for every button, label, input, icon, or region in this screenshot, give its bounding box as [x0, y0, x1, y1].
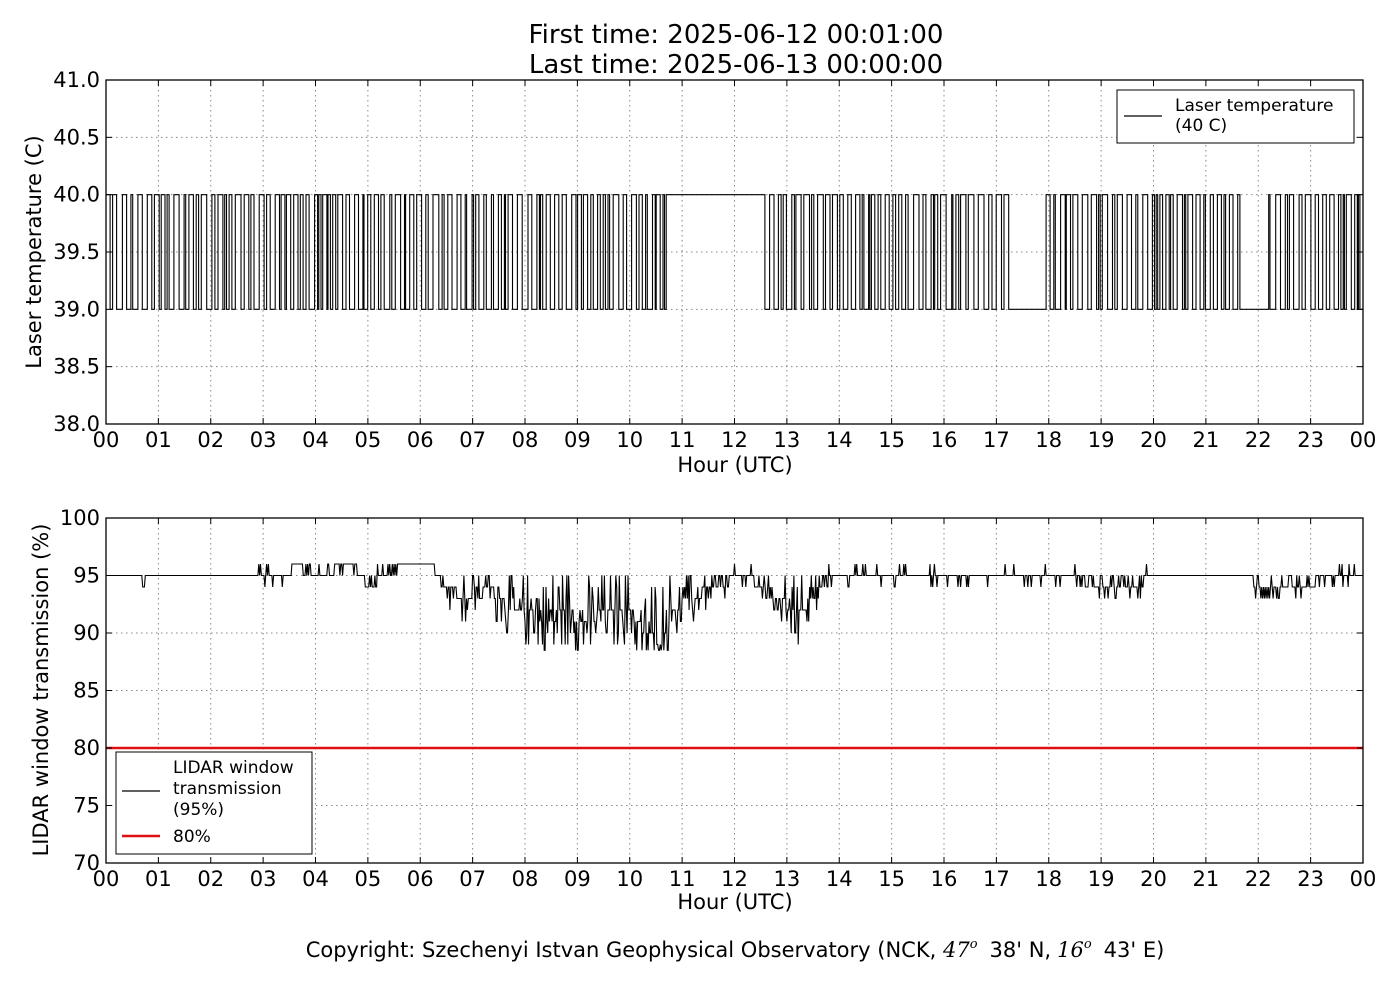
laser-temperature-x-tick-label: 17	[983, 428, 1010, 452]
laser-temperature-x-tick-label: 13	[774, 428, 801, 452]
laser-temperature-y-tick-label: 38.0	[53, 412, 100, 436]
laser-temperature-series-line	[106, 194, 1363, 310]
lidar-transmission-y-tick-label: 95	[73, 564, 100, 588]
laser-temperature-y-tick-label: 39.5	[53, 240, 100, 264]
lidar-transmission-x-tick-label: 06	[407, 867, 434, 891]
lidar-transmission-x-tick-label: 12	[721, 867, 748, 891]
lidar-transmission-x-tick-label: 18	[1035, 867, 1062, 891]
lidar-transmission-x-tick-label: 17	[983, 867, 1010, 891]
laser-temperature-x-tick-label: 19	[1088, 428, 1115, 452]
laser-temperature-x-tick-label: 23	[1297, 428, 1324, 452]
lidar-transmission-y-tick-label: 85	[73, 679, 100, 703]
laser-temperature-x-tick-label: 11	[669, 428, 696, 452]
lidar-transmission-x-tick-label: 01	[145, 867, 172, 891]
lidar-transmission-x-tick-label: 03	[250, 867, 277, 891]
lidar-transmission-x-tick-label: 19	[1088, 867, 1115, 891]
lidar-transmission-x-tick-label: 00	[1350, 867, 1377, 891]
lidar-transmission-x-ticks: 00 01 02 03 04 05 06 07 08 09 10 11 12 13 14 15 16 17 18 19…	[93, 518, 1377, 891]
laser-temperature-y-tick-label: 40.5	[53, 125, 100, 149]
lidar-transmission-x-tick-label: 15	[878, 867, 905, 891]
laser-temperature-x-tick-label: 00	[1350, 428, 1377, 452]
latitude-degree-symbol: o	[970, 937, 978, 952]
laser-temperature-legend: Laser temperature (40 C)	[1116, 89, 1355, 144]
first-time-title: First time: 2025-06-12 00:01:00	[529, 20, 944, 50]
last-time-title: Last time: 2025-06-13 00:00:00	[529, 50, 943, 80]
laser-temperature-chart: 38.038.539.039.540.040.541.0 00 01 02 03 04 0…	[22, 68, 1376, 477]
laser-temperature-x-tick-label: 10	[616, 428, 643, 452]
legend-label-line: transmission	[173, 779, 282, 799]
lidar-transmission-y-tick-label: 75	[73, 794, 100, 818]
laser-temperature-x-tick-label: 04	[302, 428, 329, 452]
laser-temperature-x-tick-label: 08	[512, 428, 539, 452]
lidar-transmission-x-tick-label: 04	[302, 867, 329, 891]
lidar-transmission-x-tick-label: 20	[1140, 867, 1167, 891]
laser-temperature-x-tick-label: 09	[564, 428, 591, 452]
lidar-transmission-x-tick-label: 08	[512, 867, 539, 891]
latitude-minutes: 38' N,	[990, 938, 1052, 962]
lidar-transmission-y-tick-label: 100	[60, 506, 100, 530]
laser-temperature-x-tick-label: 07	[459, 428, 486, 452]
lidar-transmission-x-tick-label: 09	[564, 867, 591, 891]
lidar-transmission-y-axis-label: LIDAR window transmission (%)	[29, 524, 53, 857]
laser-temperature-legend-label: Laser temperature (40 C)	[1175, 96, 1333, 136]
lidar-transmission-x-tick-label: 13	[774, 867, 801, 891]
lidar-transmission-x-tick-label: 10	[616, 867, 643, 891]
laser-temperature-y-tick-label: 38.5	[53, 355, 100, 379]
laser-temperature-x-tick-label: 20	[1140, 428, 1167, 452]
lidar-transmission-y-tick-label: 70	[73, 851, 100, 875]
laser-temperature-x-tick-label: 18	[1035, 428, 1062, 452]
longitude-degrees: 16	[1057, 938, 1084, 962]
laser-temperature-x-tick-label: 16	[931, 428, 958, 452]
lidar-transmission-legend-label: LIDAR window transmission (95%)	[173, 758, 294, 820]
lidar-transmission-x-tick-label: 14	[826, 867, 853, 891]
copyright-prefix: Copyright: Szechenyi Istvan Geophysical …	[306, 938, 943, 962]
laser-temperature-x-tick-label: 06	[407, 428, 434, 452]
lidar-transmission-x-tick-label: 11	[669, 867, 696, 891]
lidar-transmission-y-ticks: 70 75 80 85 90 95 100	[60, 506, 1363, 875]
laser-temperature-y-ticks: 38.0 38.5 39.0 39.5 40.0 40.5 41.0	[53, 68, 1363, 436]
legend-label-line: (95%)	[173, 800, 224, 820]
laser-temperature-x-tick-label: 05	[355, 428, 382, 452]
legend-label-line: LIDAR window	[173, 758, 294, 778]
legend-label-line: (40 C)	[1175, 116, 1227, 136]
laser-temperature-x-tick-label: 15	[878, 428, 905, 452]
legend-label-line: Laser temperature	[1175, 96, 1333, 116]
lidar-transmission-y-tick-label: 90	[73, 621, 100, 645]
laser-temperature-x-tick-label: 01	[145, 428, 172, 452]
lidar-transmission-legend: LIDAR window transmission (95%) 80%	[115, 751, 313, 855]
lidar-transmission-x-tick-label: 00	[93, 867, 120, 891]
laser-temperature-x-tick-label: 21	[1193, 428, 1220, 452]
laser-temperature-x-tick-label: 00	[93, 428, 120, 452]
copyright-text: Copyright: Szechenyi Istvan Geophysical …	[306, 937, 1165, 962]
lidar-transmission-x-tick-label: 21	[1193, 867, 1220, 891]
laser-temperature-x-tick-label: 02	[197, 428, 224, 452]
laser-temperature-x-tick-label: 03	[250, 428, 277, 452]
laser-temperature-y-tick-label: 40.0	[53, 183, 100, 207]
laser-temperature-x-ticks: 00 01 02 03 04 05 06 07 08 09 10 11 12 13 14 15 16 17 18 19…	[93, 80, 1377, 452]
lidar-transmission-x-tick-label: 05	[355, 867, 382, 891]
laser-temperature-x-tick-label: 12	[721, 428, 748, 452]
laser-temperature-y-tick-label: 41.0	[53, 68, 100, 92]
laser-temperature-x-tick-label: 14	[826, 428, 853, 452]
longitude-degree-symbol: o	[1084, 937, 1092, 952]
lidar-transmission-x-tick-label: 02	[197, 867, 224, 891]
laser-temperature-x-tick-label: 22	[1245, 428, 1272, 452]
threshold-80-legend-label: 80%	[173, 827, 211, 847]
latitude-degrees: 47	[942, 938, 970, 962]
lidar-transmission-x-tick-label: 07	[459, 867, 486, 891]
lidar-transmission-x-tick-label: 22	[1245, 867, 1272, 891]
laser-temperature-y-axis-label: Laser temperature (C)	[22, 135, 46, 368]
longitude-minutes: 43' E)	[1104, 938, 1165, 962]
laser-temperature-y-tick-label: 39.0	[53, 297, 100, 321]
lidar-transmission-y-tick-label: 80	[73, 736, 100, 760]
lidar-transmission-chart: 70 75 80 85 90 95 100 00 01 02 03 04 05 06 07 08 09 10 11…	[29, 506, 1376, 914]
lidar-transmission-series-line	[106, 563, 1363, 651]
lidar-transmission-x-tick-label: 16	[931, 867, 958, 891]
laser-temperature-x-axis-label: Hour (UTC)	[677, 453, 792, 477]
lidar-transmission-x-axis-label: Hour (UTC)	[677, 890, 792, 914]
lidar-transmission-x-tick-label: 23	[1297, 867, 1324, 891]
